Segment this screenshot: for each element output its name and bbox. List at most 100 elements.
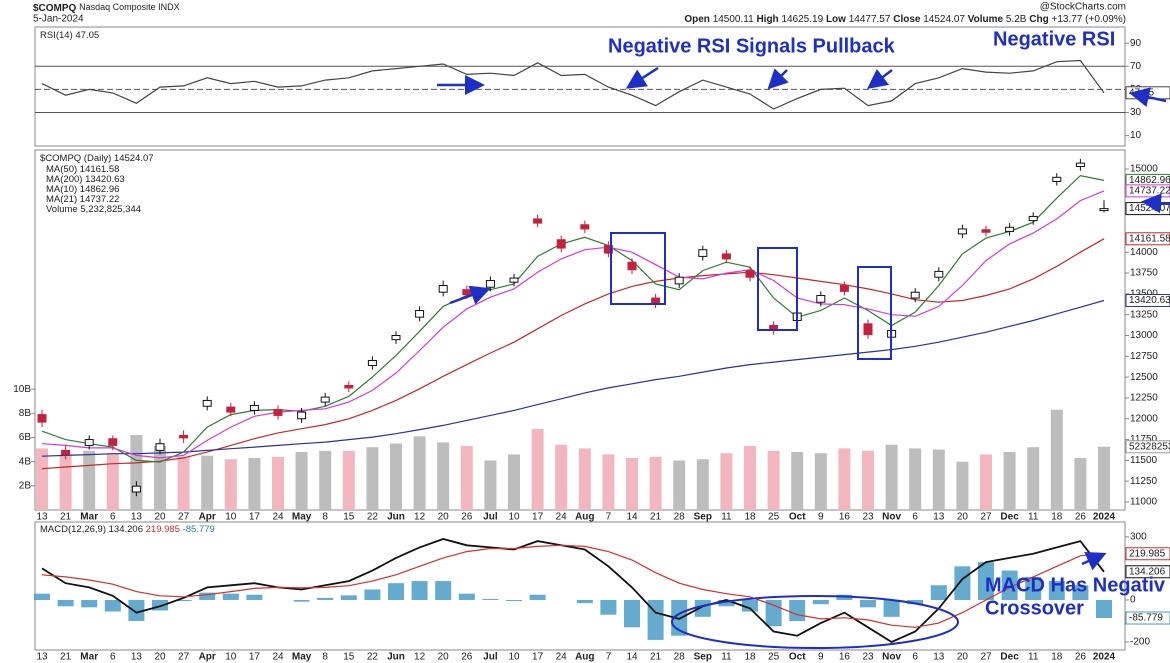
q-value: 14625.19 xyxy=(781,14,823,25)
candle-body xyxy=(1099,208,1109,212)
candle-body xyxy=(462,289,472,296)
x-tick-label: 26 xyxy=(461,652,473,663)
value-tag: 14161.58 xyxy=(1129,233,1170,244)
candle-body xyxy=(273,409,283,416)
y-tick-label: 11500 xyxy=(1130,455,1158,466)
value-tag: 5232825344 xyxy=(1129,441,1170,452)
arrow xyxy=(767,68,789,90)
volume-bar xyxy=(956,461,969,510)
volume-bar xyxy=(177,456,190,510)
x-tick-label: 20 xyxy=(438,512,450,523)
volume-bar xyxy=(578,448,591,510)
rsi-panel: 907050301047.05 xyxy=(35,38,1170,141)
x-tick-label: 17 xyxy=(532,652,544,663)
value-tag: 13420.63 xyxy=(1129,295,1170,306)
candle-body xyxy=(131,485,141,493)
x-tick-label: 11 xyxy=(1028,652,1039,663)
highlight-ellipse xyxy=(671,595,959,649)
y-tick-label: 14000 xyxy=(1130,247,1158,258)
candle-body xyxy=(698,249,708,257)
y-tick-label: 13750 xyxy=(1130,268,1158,279)
volume-bar xyxy=(272,456,284,510)
volume-bar xyxy=(413,436,426,510)
candle-body xyxy=(391,334,401,341)
candle-body xyxy=(981,229,991,233)
candle-body xyxy=(627,261,637,271)
volume-bar xyxy=(531,429,544,510)
x-tick-label: Mar xyxy=(80,652,98,663)
candle-body xyxy=(839,285,849,292)
legend-value: 47.05 xyxy=(75,30,99,41)
histogram-bar xyxy=(482,598,499,600)
q-label: Volume xyxy=(968,14,1004,25)
volume-bar xyxy=(1027,447,1040,510)
ma-legend: MA(200) 13420.63 xyxy=(46,174,125,185)
x-tick-label: Mar xyxy=(80,512,98,523)
x-tick-label: 15 xyxy=(343,512,355,523)
x-tick-label: 18 xyxy=(1051,512,1063,523)
legend-value: 14524.07 xyxy=(114,153,154,164)
x-tick-label: 14 xyxy=(626,652,638,663)
x-tick-label: 6 xyxy=(912,652,918,663)
volume-tick-label: 4B xyxy=(19,456,32,467)
x-tick-label: May xyxy=(292,512,312,523)
volume-bar xyxy=(154,445,166,510)
x-tick-label: 23 xyxy=(862,652,874,663)
arrow xyxy=(1141,193,1170,214)
x-tick-label: 27 xyxy=(980,512,992,523)
histogram-bar xyxy=(907,599,924,605)
candle-body xyxy=(37,414,47,423)
x-tick-label: 9 xyxy=(818,512,824,523)
arrow xyxy=(625,66,659,89)
histogram-bar xyxy=(104,599,121,612)
x-tick-label: 27 xyxy=(980,652,992,663)
legend-value: 5,232,825,344 xyxy=(80,204,141,215)
header: $COMPQ Nasdaq Composite INDX 5-Jan-2024 … xyxy=(33,2,1126,25)
rsi-legend: RSI(14) 47.05 xyxy=(40,30,99,41)
ma-legend: MA(10) 14862.96 xyxy=(46,184,119,195)
legend-name: MA(10) xyxy=(46,184,77,195)
volume-bar xyxy=(1050,409,1063,510)
x-tick-label: 15 xyxy=(343,652,355,663)
security-name: Nasdaq Composite INDX xyxy=(79,2,180,12)
y-tick-label: 12750 xyxy=(1130,351,1158,362)
q-value: 5.2B xyxy=(1006,14,1027,25)
x-tick-label: 26 xyxy=(1075,652,1087,663)
x-tick-label: 20 xyxy=(154,652,166,663)
volume-bar xyxy=(696,459,709,510)
histogram-bar xyxy=(529,594,546,600)
y-tick-label: 15000 xyxy=(1130,164,1158,175)
volume-bar xyxy=(862,450,874,510)
highlight-box xyxy=(610,232,666,305)
x-tick-label: Jul xyxy=(483,652,498,663)
x-tick-label: 20 xyxy=(957,512,969,523)
histogram-bar xyxy=(1048,581,1065,600)
x-tick-label: 12 xyxy=(414,652,426,663)
candle-body xyxy=(108,438,118,446)
candle-body xyxy=(721,253,731,260)
legend-name: MA(50) xyxy=(46,164,77,175)
value-tag: 219.985 xyxy=(1129,548,1166,559)
volume-bar xyxy=(484,460,497,510)
ma-legend: MA(21) 14737.22 xyxy=(46,194,119,205)
x-tick-label: 27 xyxy=(178,652,190,663)
annotation: Negative RSI xyxy=(993,28,1115,50)
histogram-bar xyxy=(458,593,475,600)
volume-bar xyxy=(626,458,638,510)
x-tick-label: Jul xyxy=(483,512,498,523)
x-tick-label: 25 xyxy=(768,512,780,523)
x-tick-label: 10 xyxy=(508,512,520,523)
moving-average xyxy=(41,299,1105,457)
x-tick-label: Dec xyxy=(1000,512,1019,523)
candle-body xyxy=(1075,162,1085,167)
x-tick-label: 20 xyxy=(957,652,969,663)
volume-bar xyxy=(885,444,898,510)
candle-body xyxy=(84,439,94,446)
x-tick-label: Aug xyxy=(575,512,594,523)
rsi-line xyxy=(41,59,1105,110)
annotation: Crossover xyxy=(985,597,1084,619)
q-value: 14524.07 xyxy=(923,14,965,25)
x-tick-label: May xyxy=(292,652,312,663)
macd-panel: 300 0 -200 134.206 219.985 -85.779 13 21 Mar 6 13 2… xyxy=(34,532,1170,663)
legend-name: Volume xyxy=(46,204,78,215)
